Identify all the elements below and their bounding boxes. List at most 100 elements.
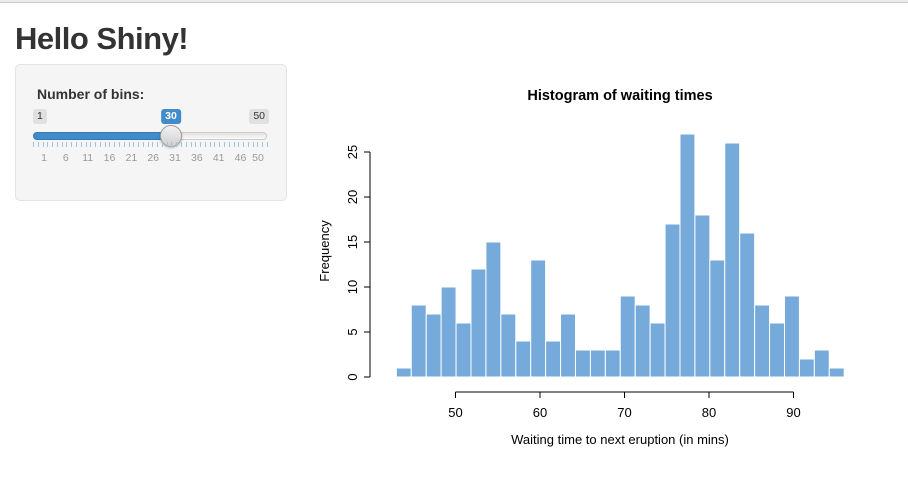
slider-grid-tick [200,142,202,147]
slider-grid-tick [214,142,216,147]
slider-grid-tick [195,142,197,147]
y-tick-label: 20 [345,190,360,204]
slider-fill-bar [33,132,172,140]
histogram-bar [828,367,845,378]
slider-grid-tick [99,142,101,147]
slider-grid-tick [262,142,264,147]
slider-grid-tick [123,142,125,147]
slider-grid-label: 16 [103,152,116,164]
histogram-bar [440,286,457,378]
histogram-bar [798,358,815,378]
slider-grid-tick [224,142,226,147]
slider-grid-tick [161,142,163,147]
slider-grid-tick [61,142,63,147]
slider-grid-tick [75,142,77,147]
slider-grid-tick [233,142,235,147]
slider-grid-tick [90,142,92,147]
bins-slider[interactable]: Number of bins: 1 50 30 1 6 11 16 21 26 31 36 41… [16,65,286,200]
slider-grid-tick [152,142,154,147]
plot-title: Histogram of waiting times [527,88,712,104]
y-axis-label: Frequency [317,220,332,282]
slider-grid-tick [33,142,34,147]
slider-grid-tick [181,142,183,147]
slider-grid-label: 41 [212,152,225,164]
histogram-bar [530,259,547,378]
slider-grid-tick [209,142,211,147]
slider-grid-tick [133,142,135,147]
slider-grid-label: 6 [62,152,69,164]
histogram-bar [634,304,651,378]
histogram-bar [574,349,591,378]
y-tick-label: 15 [345,235,360,249]
slider-grid-tick [56,142,58,147]
histogram-bar [724,142,741,378]
slider-grid-label: 31 [169,152,181,164]
histogram-bar [709,259,726,378]
slider-grid [33,142,268,147]
slider-handle[interactable] [160,125,182,147]
histogram-bar [813,349,830,378]
slider-value-badge: 30 [161,109,181,124]
slider-grid-label: 21 [125,152,138,164]
y-tick-label: 0 [345,373,360,380]
histogram-bar [485,241,502,378]
histogram-bar [664,223,681,378]
slider-grid-tick [128,142,130,147]
histogram-bar [455,322,472,378]
slider-grid-tick [114,142,116,147]
slider-grid-tick [238,142,240,147]
histogram-bar [783,295,800,378]
slider-grid-tick [104,142,106,147]
slider-grid-tick [190,142,192,147]
histogram-bar [515,340,532,378]
slider-grid-tick [66,142,68,147]
slider-grid-tick [95,142,97,147]
slider-label: Number of bins: [37,86,145,102]
histogram-bar [545,340,562,378]
slider-grid-tick [118,142,120,147]
slider-grid-tick [85,142,87,147]
slider-grid-label: 26 [147,152,160,164]
slider-grid-tick [71,142,73,147]
slider-grid-tick [185,142,187,147]
slider-grid-label: 11 [82,152,94,164]
slider-grid-tick [171,142,173,147]
slider-grid-tick [157,142,159,147]
top-border [0,0,908,3]
slider-grid-label: 36 [191,152,203,164]
histogram-bar [500,313,517,378]
x-tick-label: 50 [448,405,462,420]
slider-grid-tick [247,142,249,147]
y-tick-label: 5 [345,328,360,335]
slider-grid-tick [109,142,111,147]
slider-grid-tick [37,142,39,147]
histogram-bar [619,295,636,378]
slider-grid-tick [142,142,144,147]
slider-grid-tick [243,142,245,147]
histogram-bar [410,304,427,378]
slider-max-badge: 50 [249,109,269,124]
slider-grid-tick [52,142,54,147]
histogram-bar [560,313,576,378]
slider-grid-tick [147,142,149,147]
slider-grid-tick [204,142,206,147]
histogram-bar [694,214,711,378]
slider-grid-labels: 1 6 11 16 21 26 31 36 41 46 50 [41,152,264,164]
slider-grid-label: 1 [41,152,47,164]
x-axis-label: Waiting time to next eruption (in mins) [511,432,729,447]
histogram-bar [769,322,785,378]
slider-grid-tick [219,142,221,147]
histogram-bar [739,232,756,378]
y-tick-label: 25 [345,145,360,159]
histogram-bar [604,349,621,378]
slider-track[interactable] [33,132,267,140]
x-tick-label: 90 [786,405,800,420]
histogram-bar [470,268,487,378]
slider-grid-label: 46 [234,152,247,164]
slider-grid-tick [47,142,49,147]
slider-grid-tick [166,142,168,147]
slider-grid-tick [267,142,268,147]
slider-grid-label: 50 [252,152,264,164]
slider-grid-tick [138,142,140,147]
